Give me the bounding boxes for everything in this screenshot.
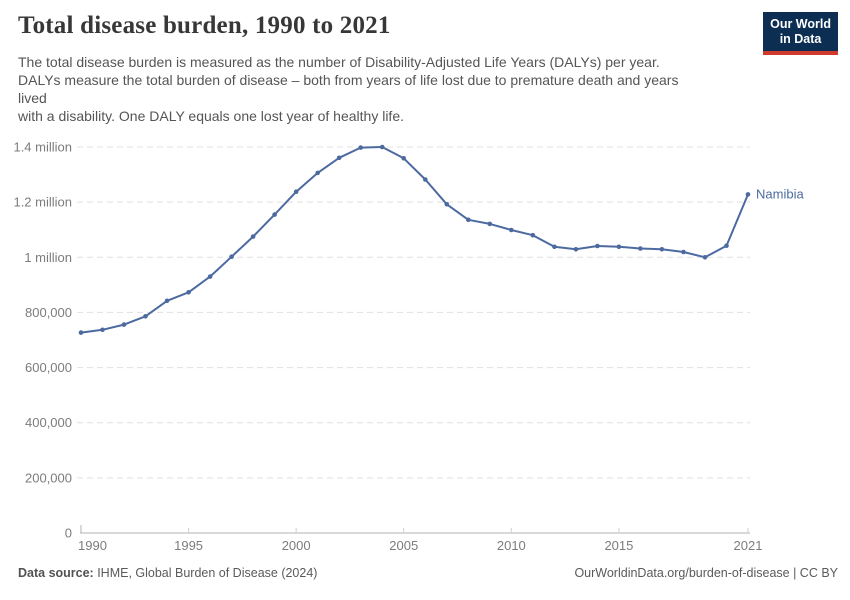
- data-point[interactable]: [745, 192, 751, 197]
- series-end-label-namibia: Namibia: [756, 186, 804, 201]
- x-axis-tick-label: 2010: [497, 538, 526, 553]
- data-point[interactable]: [530, 232, 536, 238]
- data-point[interactable]: [315, 170, 321, 176]
- data-point[interactable]: [466, 217, 471, 223]
- owid-logo-line2: in Data: [779, 32, 822, 46]
- data-point[interactable]: [100, 327, 105, 333]
- x-axis-tick-label: 1995: [174, 538, 203, 553]
- y-axis-tick-label: 200,000: [25, 470, 72, 485]
- data-point[interactable]: [423, 177, 428, 182]
- y-axis-tick-label: 0: [65, 526, 72, 541]
- chart-subtitle: The total disease burden is measured as …: [18, 53, 778, 125]
- data-point[interactable]: [573, 247, 579, 252]
- series-line-namibia[interactable]: [80, 146, 749, 334]
- data-point[interactable]: [293, 189, 299, 194]
- data-point[interactable]: [250, 234, 256, 239]
- page-title: Total disease burden, 1990 to 2021: [18, 12, 391, 39]
- subtitle-line: lived: [18, 90, 47, 106]
- data-point[interactable]: [702, 255, 708, 260]
- y-axis-tick-label: 600,000: [25, 360, 72, 375]
- subtitle-line: with a disability. One DALY equals one l…: [18, 108, 404, 124]
- y-axis-tick-label: 1.4 million: [13, 140, 72, 155]
- data-source-label: Data source:: [18, 566, 94, 580]
- data-point[interactable]: [444, 202, 450, 207]
- data-point[interactable]: [164, 298, 170, 304]
- y-axis-tick-label: 1.2 million: [13, 195, 72, 210]
- data-point[interactable]: [487, 221, 493, 227]
- data-point[interactable]: [552, 244, 557, 250]
- data-point[interactable]: [638, 246, 643, 251]
- data-point[interactable]: [78, 330, 84, 335]
- chart-footer: Data source: IHME, Global Burden of Dise…: [18, 566, 838, 580]
- owid-logo[interactable]: Our World in Data: [763, 12, 838, 55]
- data-point[interactable]: [616, 244, 622, 250]
- y-axis-tick-label: 400,000: [25, 415, 72, 430]
- owid-logo-line1: Our World: [770, 17, 831, 31]
- data-point[interactable]: [724, 243, 729, 248]
- data-point[interactable]: [207, 274, 213, 279]
- data-point[interactable]: [358, 145, 364, 150]
- data-source-text: IHME, Global Burden of Disease (2024): [93, 566, 318, 580]
- y-axis-tick-label: 800,000: [25, 305, 72, 320]
- x-axis-tick-label: 2021: [734, 538, 763, 553]
- data-source: Data source: IHME, Global Burden of Dise…: [18, 566, 317, 580]
- data-point[interactable]: [401, 156, 407, 161]
- y-axis-tick-label: 1 million: [24, 250, 72, 265]
- line-chart-plot: 0 200,000 400,000 600,000 800,000 1 million 1.…: [13, 140, 804, 554]
- data-point[interactable]: [595, 243, 600, 249]
- x-axis-tick-label: 2015: [604, 538, 633, 553]
- data-point[interactable]: [659, 247, 665, 252]
- data-point[interactable]: [336, 155, 342, 161]
- data-point[interactable]: [272, 212, 277, 217]
- data-point[interactable]: [379, 144, 385, 150]
- data-point[interactable]: [121, 322, 127, 327]
- data-point[interactable]: [681, 249, 686, 255]
- x-axis-tick-label: 2000: [282, 538, 311, 553]
- data-point[interactable]: [509, 227, 514, 233]
- x-axis-tick-label: 2005: [389, 538, 418, 553]
- subtitle-line: DALYs measure the total burden of diseas…: [18, 72, 679, 88]
- data-point[interactable]: [143, 314, 148, 319]
- data-point[interactable]: [229, 254, 234, 259]
- x-axis-tick-label: 1990: [78, 538, 107, 553]
- data-point[interactable]: [186, 290, 191, 295]
- owid-credit-link[interactable]: OurWorldinData.org/burden-of-disease | C…: [574, 566, 838, 580]
- subtitle-line: The total disease burden is measured as …: [18, 54, 660, 70]
